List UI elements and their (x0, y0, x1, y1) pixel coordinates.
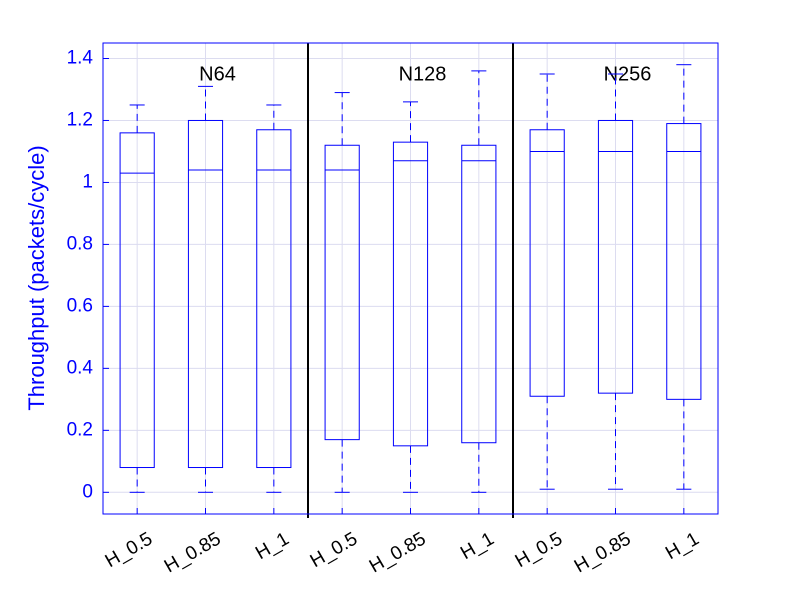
x-tick-label: H_1 (252, 528, 293, 564)
y-tick-label: 0.4 (67, 357, 94, 378)
x-tick-label: H_0.85 (161, 528, 225, 577)
x-tick-label: H_0.5 (512, 528, 566, 572)
y-tick-label: 0.2 (67, 419, 93, 440)
box (597, 119, 634, 394)
x-tick-label: H_1 (662, 528, 703, 564)
box (461, 144, 497, 444)
box (529, 129, 565, 397)
box (324, 144, 360, 441)
y-tick-label: 0 (82, 481, 93, 502)
box (119, 132, 155, 469)
box (666, 123, 702, 400)
box (187, 119, 224, 469)
y-tick-label: 1 (82, 171, 93, 192)
x-tick-label: H_1 (457, 528, 498, 564)
box (256, 129, 292, 469)
x-tick-label: H_0.5 (307, 528, 361, 572)
box (392, 141, 429, 447)
x-tick-label: H_0.85 (571, 528, 635, 577)
group-label: N128 (399, 63, 447, 85)
y-tick-label: 0.6 (67, 295, 93, 316)
x-tick-label: H_0.85 (366, 528, 430, 577)
group-label: N64 (199, 63, 236, 85)
x-tick-label: H_0.5 (102, 528, 156, 572)
y-tick-label: 1.2 (67, 109, 93, 130)
y-tick-label: 0.8 (67, 233, 93, 254)
y-tick-label: 1.4 (67, 48, 94, 69)
plot-frame (102, 42, 719, 515)
y-axis-label: Throughput (packets/cycle) (24, 145, 49, 410)
